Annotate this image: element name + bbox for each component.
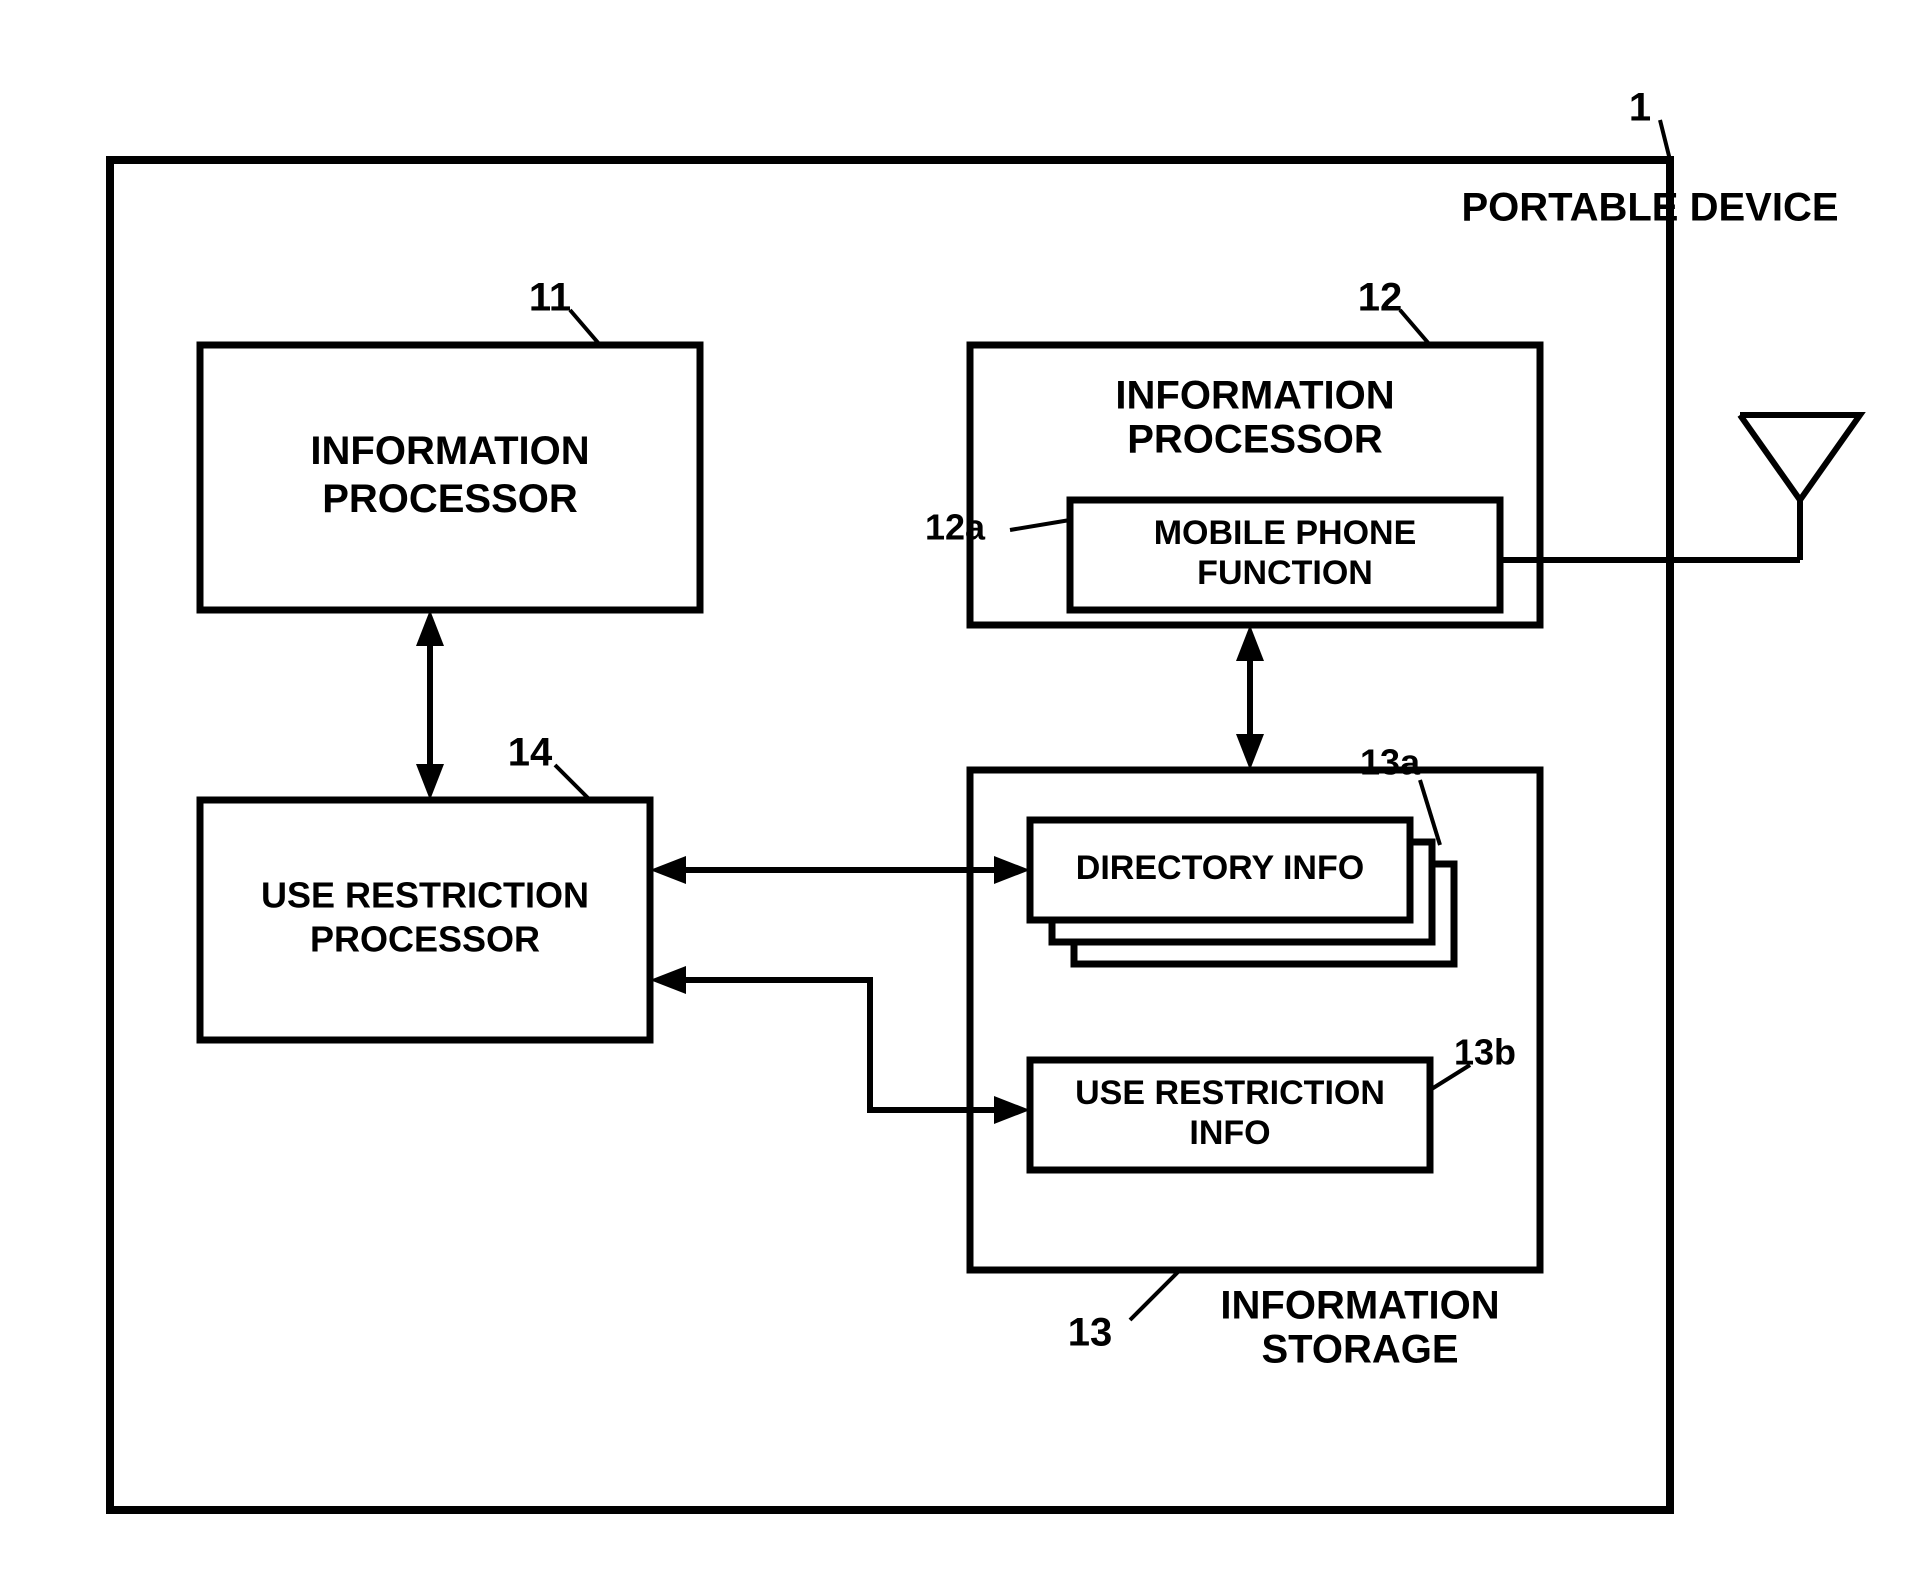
box-13a-text: DIRECTORY INFO	[1076, 849, 1364, 887]
ref-13a: 13a	[1360, 742, 1421, 783]
box-11-text-2: PROCESSOR	[322, 477, 578, 521]
outer-leader	[1660, 120, 1670, 160]
outer-title: PORTABLE DEVICE	[1461, 186, 1838, 230]
ref-11: 11	[529, 276, 571, 320]
diagram-canvas: PORTABLE DEVICE1INFORMATIONPROCESSOR11IN…	[0, 0, 1922, 1596]
box-12-text-1: INFORMATION	[1115, 374, 1394, 418]
box-12a-text-1: MOBILE PHONE	[1154, 514, 1417, 552]
ref-13b: 13b	[1454, 1032, 1516, 1073]
ref-13: 13	[1068, 1311, 1113, 1355]
box-13-title-1: INFORMATION	[1220, 1284, 1499, 1328]
box-14-text-1: USE RESTRICTION	[261, 875, 589, 916]
antenna-icon	[1740, 415, 1860, 500]
outer-ref: 1	[1629, 86, 1651, 130]
box-13b-text-2: INFO	[1189, 1114, 1270, 1152]
ref-14: 14	[508, 731, 553, 775]
box-11-text-1: INFORMATION	[310, 429, 589, 473]
box-12a-text-2: FUNCTION	[1197, 554, 1373, 592]
box-13-title-2: STORAGE	[1261, 1328, 1458, 1372]
ref-12: 12	[1358, 276, 1403, 320]
box-13b-text-1: USE RESTRICTION	[1075, 1074, 1385, 1112]
ref-12a: 12a	[925, 507, 986, 548]
box-14-text-2: PROCESSOR	[310, 919, 540, 960]
box-12-text-2: PROCESSOR	[1127, 418, 1383, 462]
